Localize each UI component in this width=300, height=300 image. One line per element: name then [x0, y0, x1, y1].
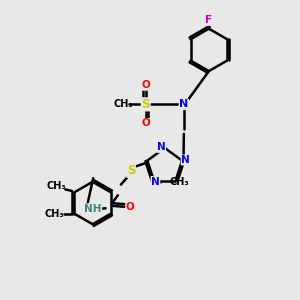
Text: CH₃: CH₃: [169, 177, 189, 188]
Text: F: F: [205, 15, 212, 26]
Text: O: O: [141, 118, 150, 128]
Text: CH₃: CH₃: [114, 99, 133, 110]
Text: N: N: [181, 155, 190, 165]
Text: N: N: [151, 177, 160, 187]
Text: CH₃: CH₃: [47, 181, 66, 190]
Text: S: S: [127, 164, 135, 177]
Text: O: O: [126, 202, 135, 212]
Text: N: N: [157, 142, 166, 152]
Text: N: N: [179, 99, 188, 110]
Text: CH₃: CH₃: [45, 208, 64, 219]
Text: O: O: [141, 80, 150, 90]
Text: S: S: [141, 98, 150, 111]
Text: NH: NH: [84, 204, 102, 214]
